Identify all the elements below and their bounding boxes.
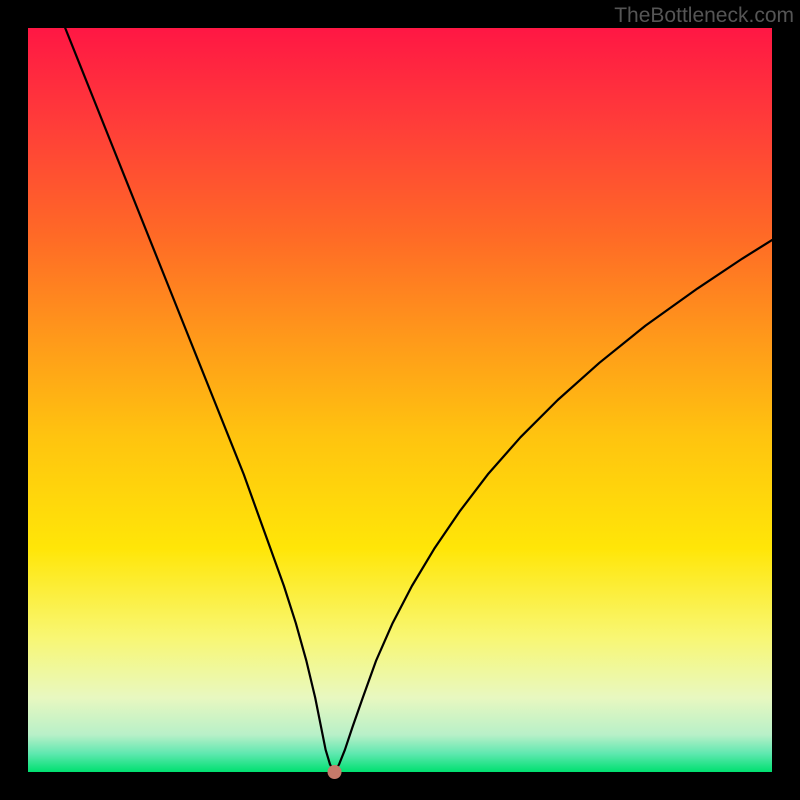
bottleneck-chart: [0, 0, 800, 800]
attribution-text: TheBottleneck.com: [614, 4, 794, 28]
optimal-point-marker: [328, 765, 342, 779]
